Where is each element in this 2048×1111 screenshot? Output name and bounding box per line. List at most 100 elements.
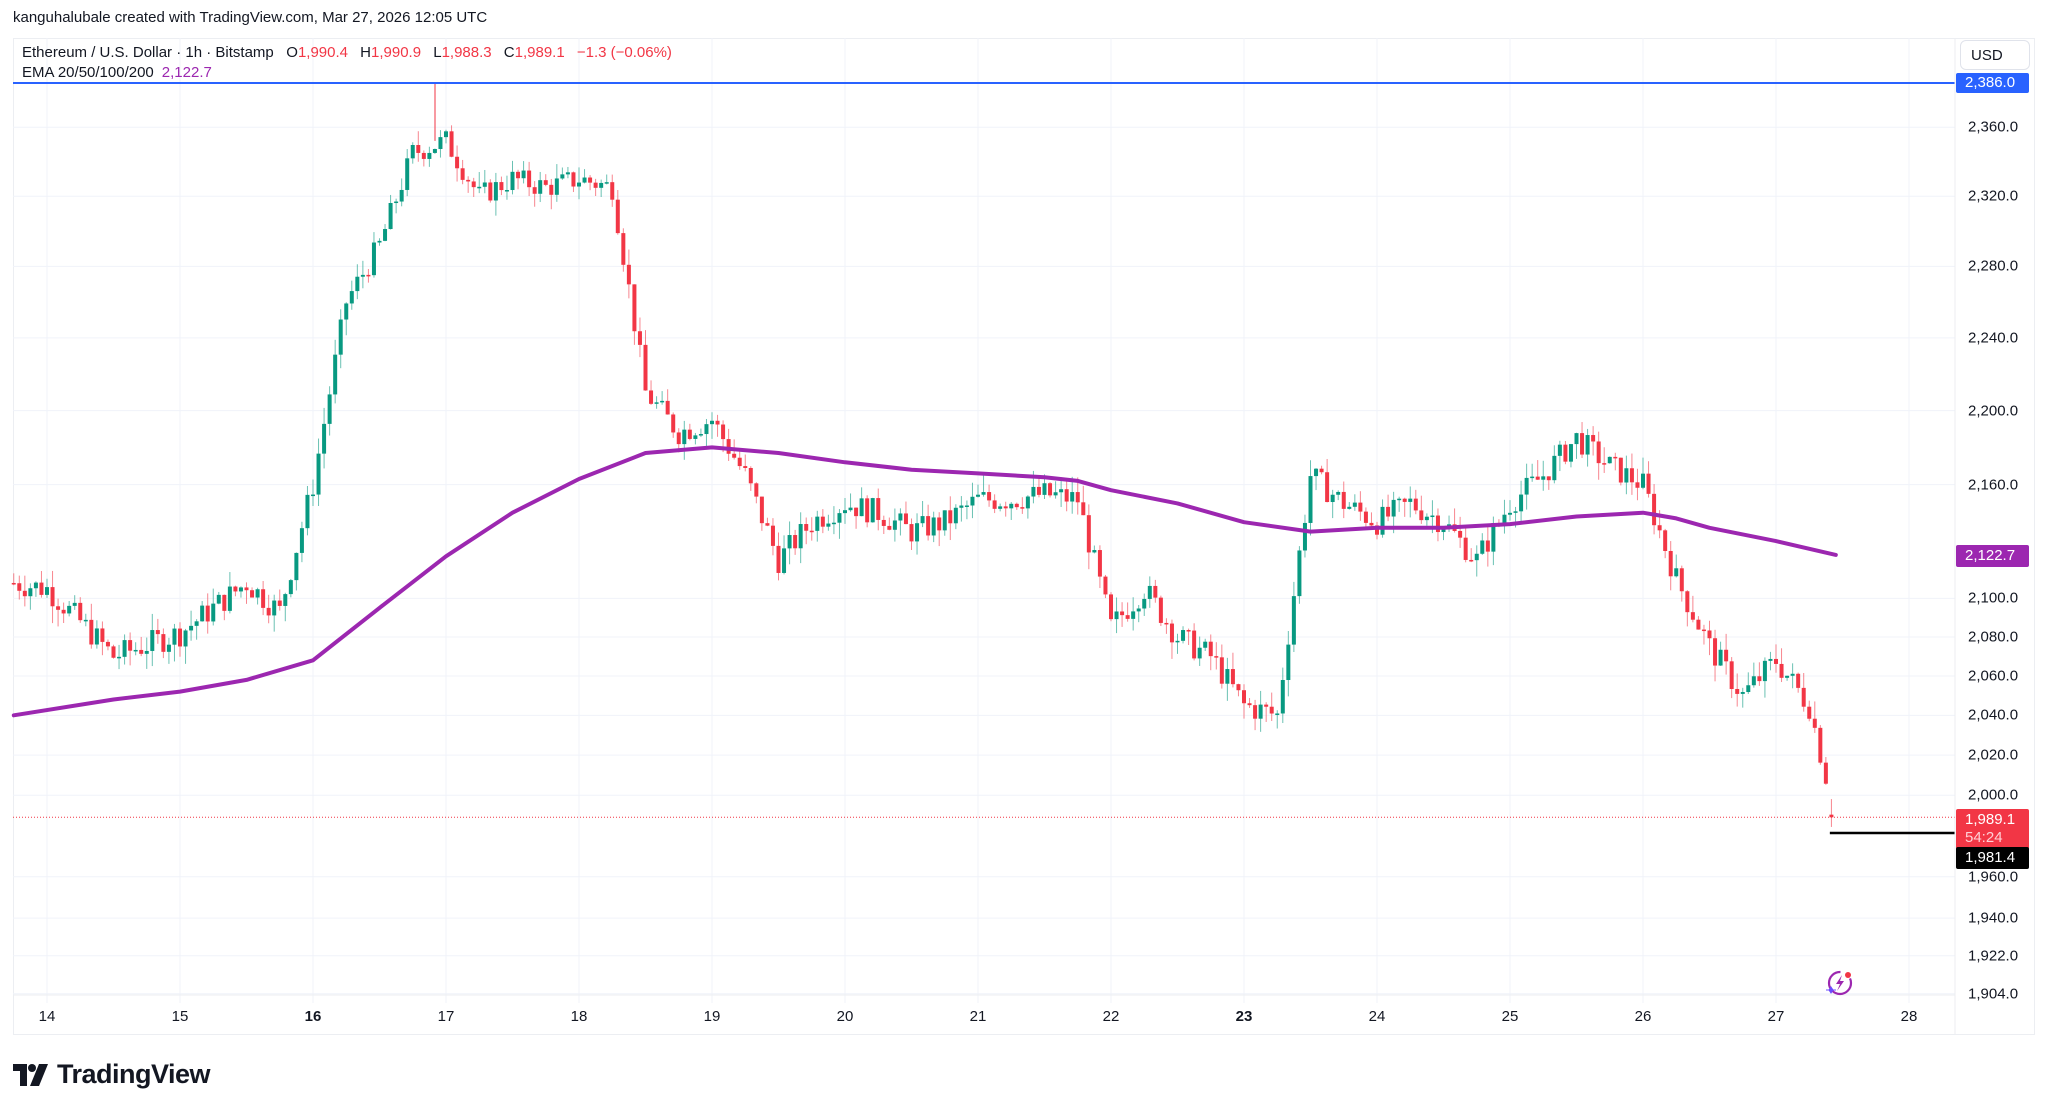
candle-down: [721, 424, 726, 440]
candle-down: [39, 582, 44, 595]
candle-down: [903, 513, 908, 525]
candle-down: [1652, 493, 1657, 526]
candle-up: [355, 276, 360, 292]
candle-down: [876, 498, 881, 520]
candle-up: [283, 594, 288, 606]
candle-down: [887, 525, 892, 530]
candle-up: [377, 240, 382, 243]
candle-up: [1397, 498, 1402, 501]
price-axis-label: 2,020.0: [1968, 746, 2019, 764]
candle-down: [1048, 483, 1053, 496]
candle-down: [78, 602, 83, 621]
candle-down: [416, 145, 421, 153]
candle-down: [1807, 706, 1812, 719]
candle-down: [1103, 576, 1108, 595]
candle-down: [1812, 718, 1817, 728]
candle-down: [754, 483, 759, 497]
high-label: H: [360, 44, 371, 61]
candle-down: [139, 649, 144, 654]
time-axis-label: 19: [703, 1008, 721, 1025]
candle-down: [421, 152, 426, 159]
candle-down: [1375, 525, 1379, 535]
candle-down: [621, 233, 626, 265]
candle-up: [238, 587, 243, 592]
candle-down: [1729, 661, 1734, 690]
candle-up: [1718, 649, 1723, 666]
candle-up: [599, 182, 604, 188]
candle-down: [737, 457, 742, 467]
candle-down: [743, 466, 748, 468]
ema-label[interactable]: EMA 20/50/100/200: [22, 64, 154, 81]
candle-down: [244, 587, 249, 591]
candle-up: [1291, 596, 1296, 645]
candle-down: [1713, 638, 1718, 666]
candle-down: [366, 274, 371, 277]
candle-up: [405, 158, 410, 190]
candle-up: [144, 650, 149, 654]
candle-up: [1762, 660, 1767, 682]
candle-up: [1746, 685, 1751, 693]
candle-down: [460, 168, 465, 180]
chart-legend: Ethereum / U.S. Dollar · 1h · Bitstamp O…: [22, 43, 680, 83]
candle-up: [1025, 496, 1030, 509]
candle-down: [1563, 444, 1568, 462]
candle-up: [1380, 506, 1385, 535]
candle-down: [128, 640, 133, 651]
candle-up: [327, 394, 332, 424]
candle-up: [660, 400, 665, 403]
candle-up: [1508, 512, 1512, 515]
candle-up: [1136, 608, 1141, 612]
candle-up: [427, 152, 432, 159]
candle-down: [571, 172, 576, 187]
candle-down: [1230, 669, 1235, 685]
currency-button[interactable]: USD: [1960, 40, 2030, 70]
candle-down: [1219, 657, 1224, 684]
candle-down: [56, 606, 61, 610]
high-value: 1,990.9: [371, 44, 422, 61]
candle-down: [1325, 472, 1330, 503]
candle-down: [527, 170, 532, 188]
candle-down: [549, 184, 554, 195]
close-value: 1,989.1: [514, 44, 565, 61]
candle-down: [89, 619, 94, 645]
candle-down: [1818, 727, 1823, 763]
price-axis-label: 2,000.0: [1968, 786, 2019, 804]
candle-down: [770, 525, 775, 546]
candle-down: [1081, 502, 1086, 516]
candle-down: [909, 524, 914, 542]
ai-assistant-icon[interactable]: [1822, 968, 1854, 1000]
candle-down: [1186, 630, 1191, 632]
candle-down: [926, 516, 931, 536]
candle-up: [915, 523, 920, 542]
tradingview-logo[interactable]: TradingView: [13, 1059, 211, 1090]
candle-down: [1386, 506, 1391, 517]
candle-up: [1114, 611, 1119, 620]
candle-up: [316, 453, 321, 495]
candle-up: [604, 182, 609, 184]
candle-down: [1236, 684, 1241, 691]
candle-up: [1513, 511, 1518, 513]
candle-down: [1546, 476, 1551, 481]
candle-up: [1275, 713, 1280, 715]
candle-up: [117, 656, 122, 659]
candle-up: [837, 513, 842, 523]
candle-down: [865, 498, 870, 523]
candle-up: [1336, 491, 1341, 495]
candle-down: [155, 630, 160, 635]
candle-up: [322, 423, 327, 454]
candle-down: [1064, 489, 1069, 502]
candle-up: [953, 507, 958, 524]
candle-up: [1641, 473, 1645, 488]
candle-up: [931, 517, 936, 536]
candle-down: [1109, 594, 1113, 620]
candle-up: [654, 402, 659, 404]
candle-down: [1829, 814, 1834, 818]
candle-up: [1524, 477, 1529, 495]
candle-down: [100, 628, 105, 642]
symbol-title[interactable]: Ethereum / U.S. Dollar · 1h · Bitstamp: [22, 44, 274, 61]
candle-up: [964, 505, 969, 507]
candle-down: [809, 530, 814, 533]
candle-up: [72, 602, 77, 606]
candle-up: [1768, 658, 1773, 661]
